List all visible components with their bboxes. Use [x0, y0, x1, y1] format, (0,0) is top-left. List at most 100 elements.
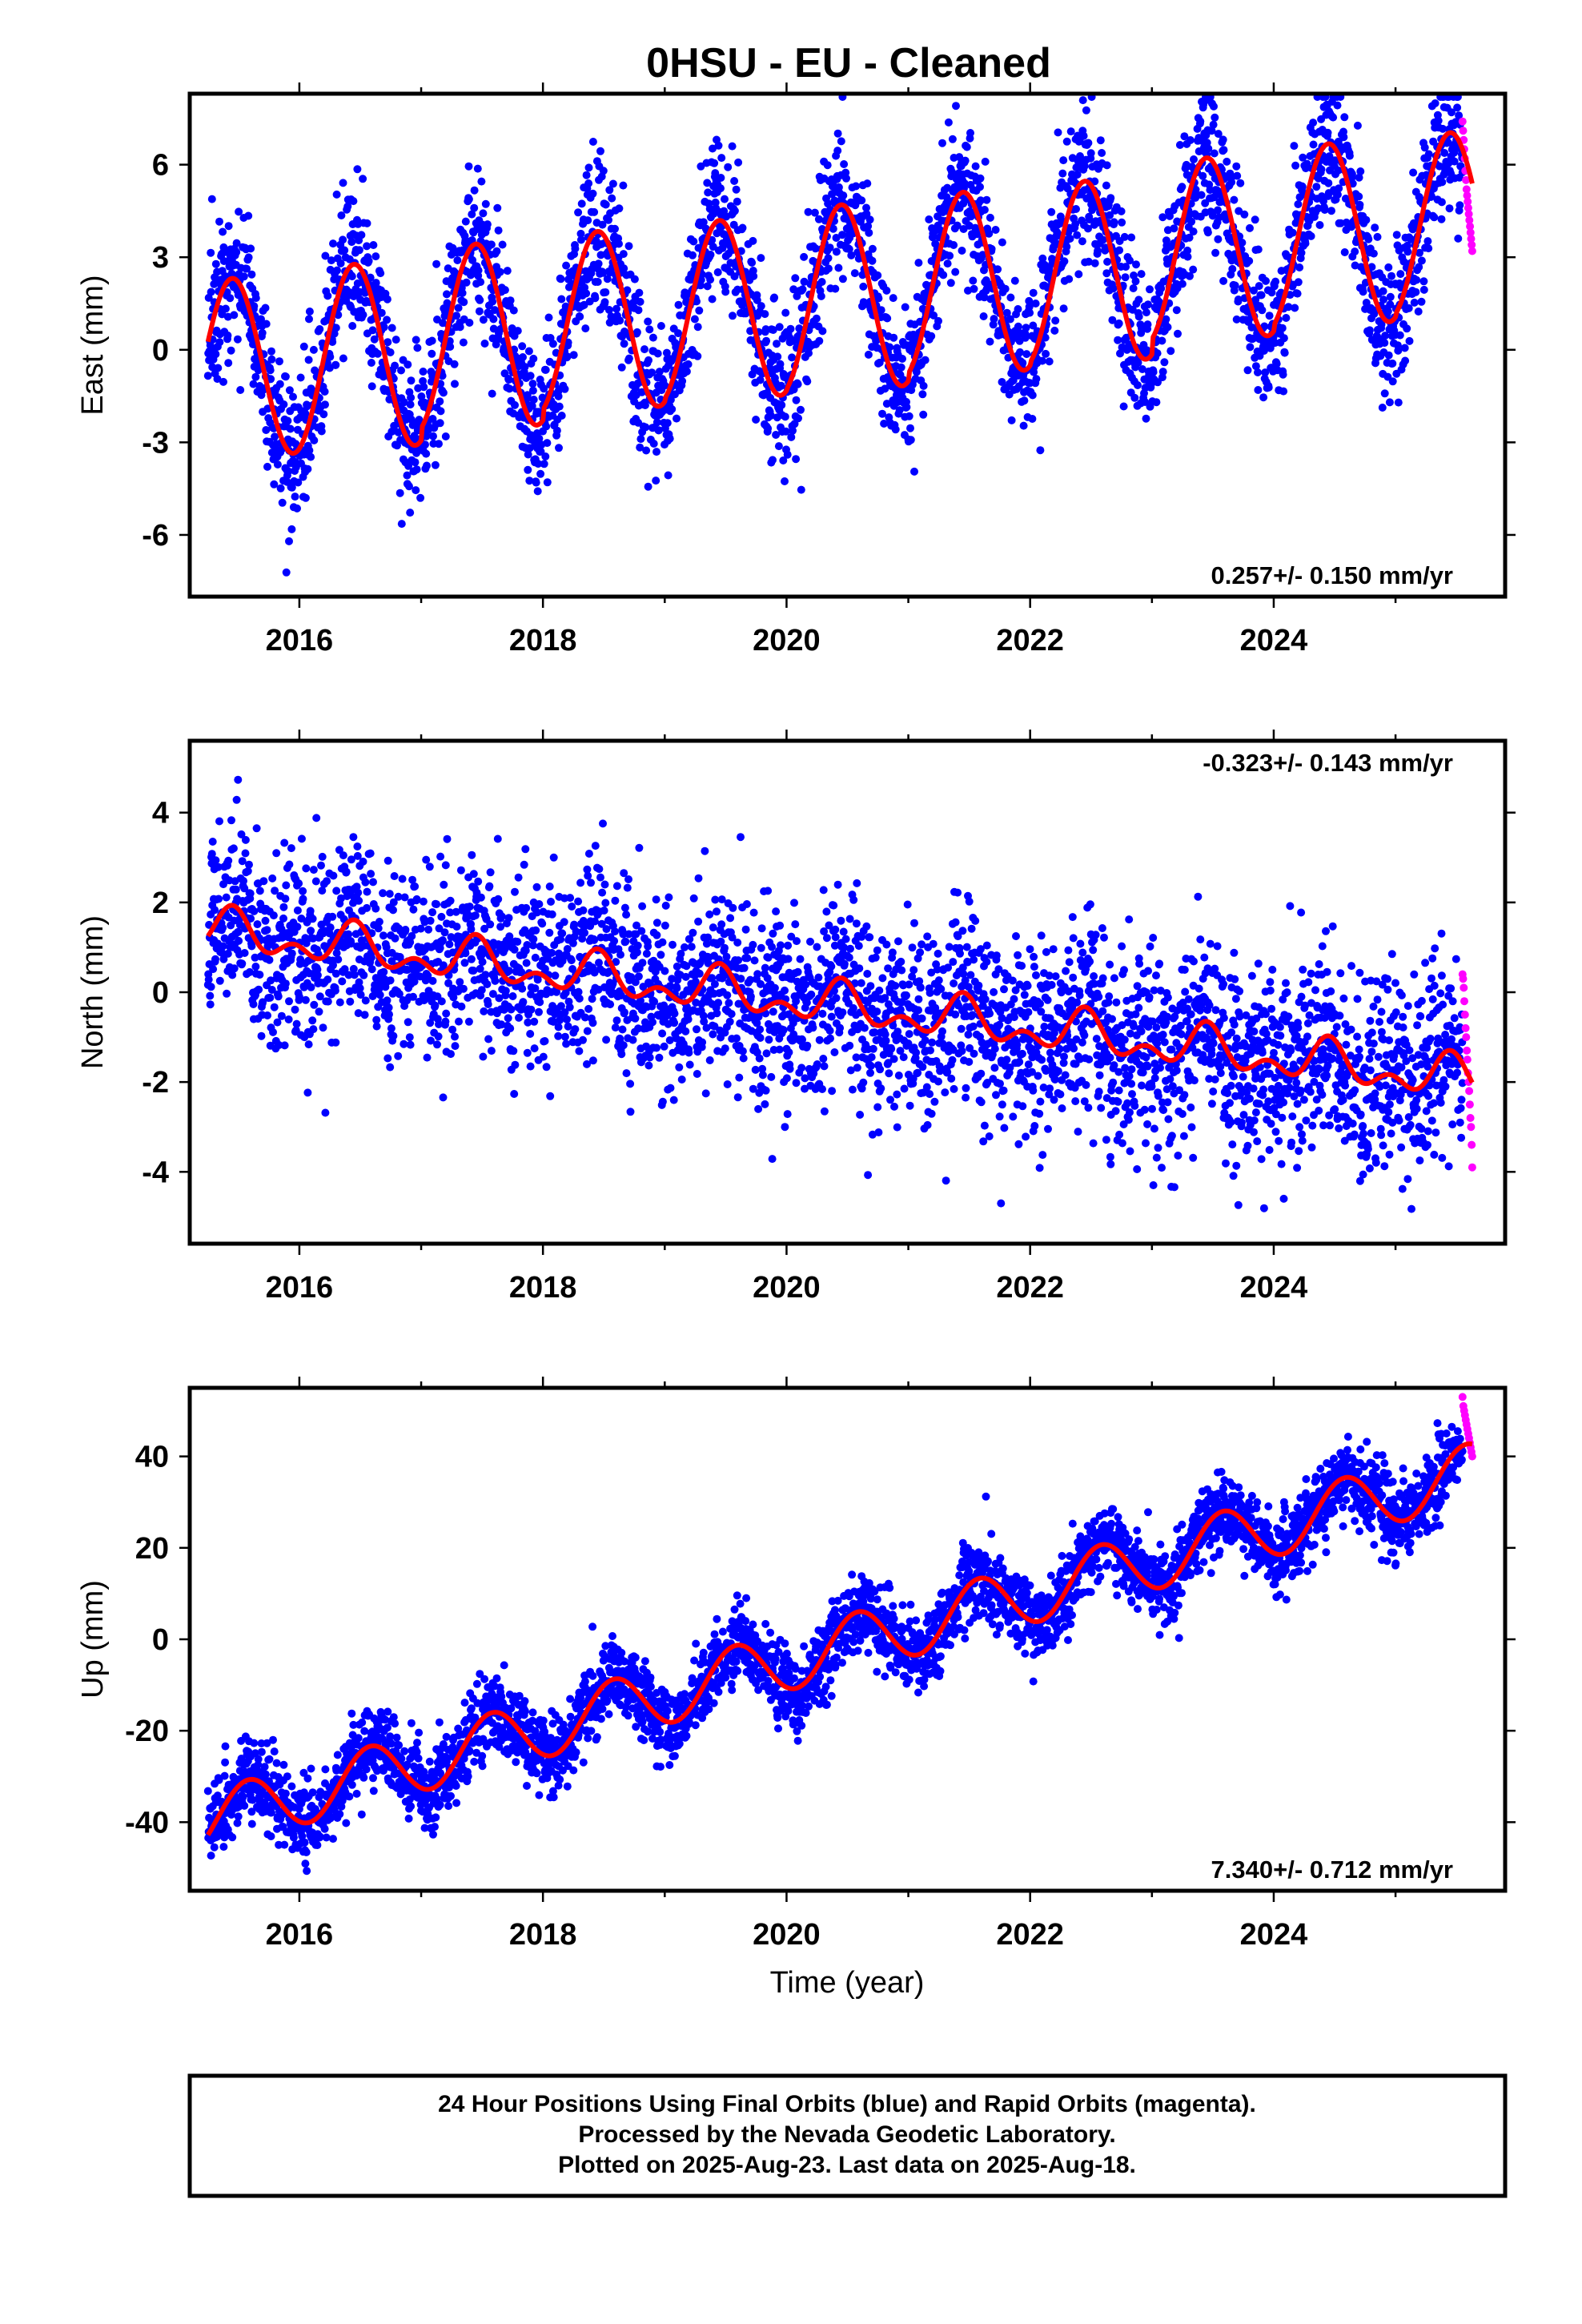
data-point [1187, 217, 1196, 226]
data-point [404, 1018, 412, 1027]
data-point [467, 955, 476, 963]
data-point [1394, 346, 1403, 355]
data-point [235, 207, 243, 216]
data-point [673, 414, 681, 423]
data-point [379, 323, 388, 332]
data-point [934, 316, 942, 325]
data-point [389, 1031, 398, 1040]
data-point [1320, 206, 1329, 214]
data-point [797, 485, 805, 494]
data-point [524, 1018, 532, 1027]
data-point [344, 971, 353, 979]
fit-curve [205, 130, 1475, 456]
data-point [244, 253, 253, 262]
data-point [1280, 348, 1289, 357]
data-point [658, 1029, 667, 1038]
data-point [588, 1056, 597, 1065]
data-point [470, 203, 479, 212]
data-point [562, 261, 571, 270]
data-point [1404, 304, 1413, 312]
data-point [367, 965, 376, 974]
data-point [245, 967, 254, 976]
data-point [207, 850, 216, 858]
data-point [883, 314, 892, 323]
data-point [1066, 127, 1075, 136]
data-point [387, 1024, 396, 1033]
data-point [644, 317, 652, 326]
data-point [1059, 156, 1068, 165]
data-point [565, 1003, 574, 1011]
data-point [852, 182, 861, 191]
data-point [1401, 356, 1410, 365]
data-point [520, 860, 528, 869]
data-point [504, 1014, 512, 1023]
data-point [864, 350, 873, 359]
data-point [1186, 136, 1195, 144]
data-point [321, 251, 330, 260]
data-point [528, 401, 536, 410]
data-point [287, 949, 296, 958]
data-point [280, 1041, 289, 1050]
data-point [360, 1011, 369, 1019]
data-point [363, 219, 371, 227]
data-point [558, 929, 567, 938]
data-point [516, 1005, 525, 1014]
data-point [594, 259, 603, 268]
data-point [644, 942, 652, 951]
data-point [902, 403, 911, 412]
data-point [540, 460, 548, 468]
data-point [517, 968, 526, 977]
data-point [1227, 178, 1236, 187]
data-point [465, 903, 474, 911]
data-point [369, 241, 378, 249]
data-point [545, 928, 554, 937]
data-point [1185, 233, 1194, 242]
data-point [1029, 288, 1038, 297]
data-point [1414, 308, 1423, 316]
data-point [404, 360, 412, 369]
data-point [371, 279, 380, 287]
data-point [610, 937, 619, 945]
data-point [436, 419, 444, 428]
data-point [323, 877, 331, 886]
data-point [628, 1035, 637, 1044]
data-point [555, 444, 563, 452]
data-point [285, 997, 293, 1006]
data-point [1210, 102, 1218, 111]
data-point [504, 914, 513, 923]
data-point [1209, 120, 1218, 129]
data-point [991, 226, 1000, 234]
data-point [1254, 245, 1263, 254]
data-point [1228, 264, 1237, 273]
data-point [436, 397, 444, 406]
data-point [554, 1031, 563, 1040]
data-point [541, 365, 550, 374]
data-point [211, 906, 219, 915]
data-point [678, 376, 687, 385]
data-point [409, 992, 417, 1001]
data-point [624, 354, 633, 363]
data-point [612, 958, 620, 967]
y-tick-label: -3 [142, 426, 169, 460]
data-point [423, 1053, 432, 1062]
data-point [1309, 119, 1318, 127]
data-point [305, 315, 313, 324]
data-point [616, 951, 624, 959]
data-point [375, 918, 383, 926]
data-point [383, 1054, 392, 1063]
data-point [1078, 96, 1087, 105]
data-point [457, 1002, 466, 1011]
data-point [948, 135, 957, 143]
data-point [1158, 336, 1166, 345]
data-point [1319, 197, 1327, 206]
data-point [433, 1040, 441, 1049]
data-point [357, 231, 366, 239]
data-point [271, 432, 279, 441]
data-point [769, 326, 777, 334]
data-point [674, 300, 683, 309]
data-point [505, 384, 514, 393]
data-point [1260, 322, 1269, 331]
data-point [247, 915, 255, 923]
data-point [528, 380, 537, 388]
data-point [1219, 135, 1227, 144]
